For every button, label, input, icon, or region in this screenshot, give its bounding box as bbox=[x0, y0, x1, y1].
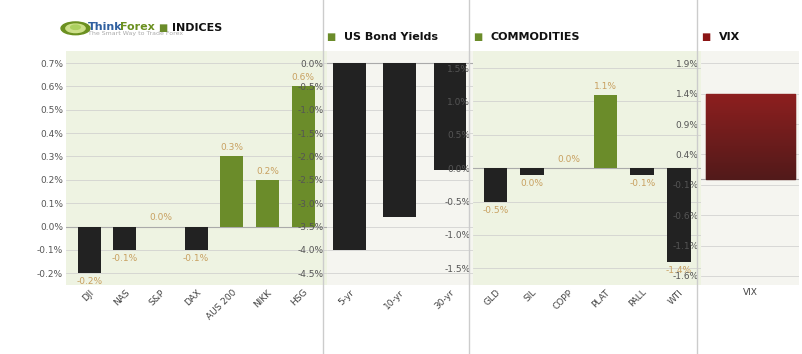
Text: INDICES: INDICES bbox=[172, 23, 222, 33]
Bar bbox=[666, 168, 690, 262]
Bar bbox=[630, 168, 654, 175]
Text: 0.0%: 0.0% bbox=[520, 179, 543, 188]
Bar bbox=[383, 63, 415, 217]
Bar bbox=[220, 156, 243, 227]
Bar bbox=[256, 180, 278, 227]
Bar bbox=[433, 63, 466, 171]
Text: 0.3%: 0.3% bbox=[220, 143, 243, 152]
Text: -0.5%: -0.5% bbox=[482, 206, 508, 215]
Text: Think: Think bbox=[88, 22, 123, 32]
Text: US Bond Yields: US Bond Yields bbox=[344, 33, 438, 42]
Bar bbox=[483, 168, 507, 201]
Bar bbox=[184, 227, 208, 250]
Text: Forex: Forex bbox=[120, 22, 155, 32]
Text: 0.0%: 0.0% bbox=[149, 213, 172, 222]
Text: -0.1%: -0.1% bbox=[183, 254, 209, 263]
Text: ■: ■ bbox=[700, 33, 710, 42]
Text: ■: ■ bbox=[158, 23, 168, 33]
Bar bbox=[113, 227, 136, 250]
Text: -0.1%: -0.1% bbox=[111, 254, 138, 263]
Text: 1.1%: 1.1% bbox=[593, 81, 616, 91]
Text: The Smart Way to Trade Forex: The Smart Way to Trade Forex bbox=[88, 32, 183, 36]
Bar bbox=[78, 227, 101, 273]
Bar bbox=[333, 63, 366, 250]
Text: 0.0%: 0.0% bbox=[557, 155, 580, 164]
Text: -0.2%: -0.2% bbox=[76, 278, 102, 286]
Bar bbox=[593, 95, 617, 168]
Text: -0.1%: -0.1% bbox=[628, 179, 654, 188]
Text: 0.6%: 0.6% bbox=[291, 73, 314, 82]
Text: COMMODITIES: COMMODITIES bbox=[490, 33, 580, 42]
Text: -1.4%: -1.4% bbox=[665, 266, 691, 275]
Bar bbox=[291, 86, 314, 227]
Text: ■: ■ bbox=[326, 33, 335, 42]
Text: VIX: VIX bbox=[718, 33, 739, 42]
Text: ■: ■ bbox=[472, 33, 482, 42]
Text: 0.2%: 0.2% bbox=[256, 167, 278, 176]
Bar bbox=[520, 168, 544, 175]
